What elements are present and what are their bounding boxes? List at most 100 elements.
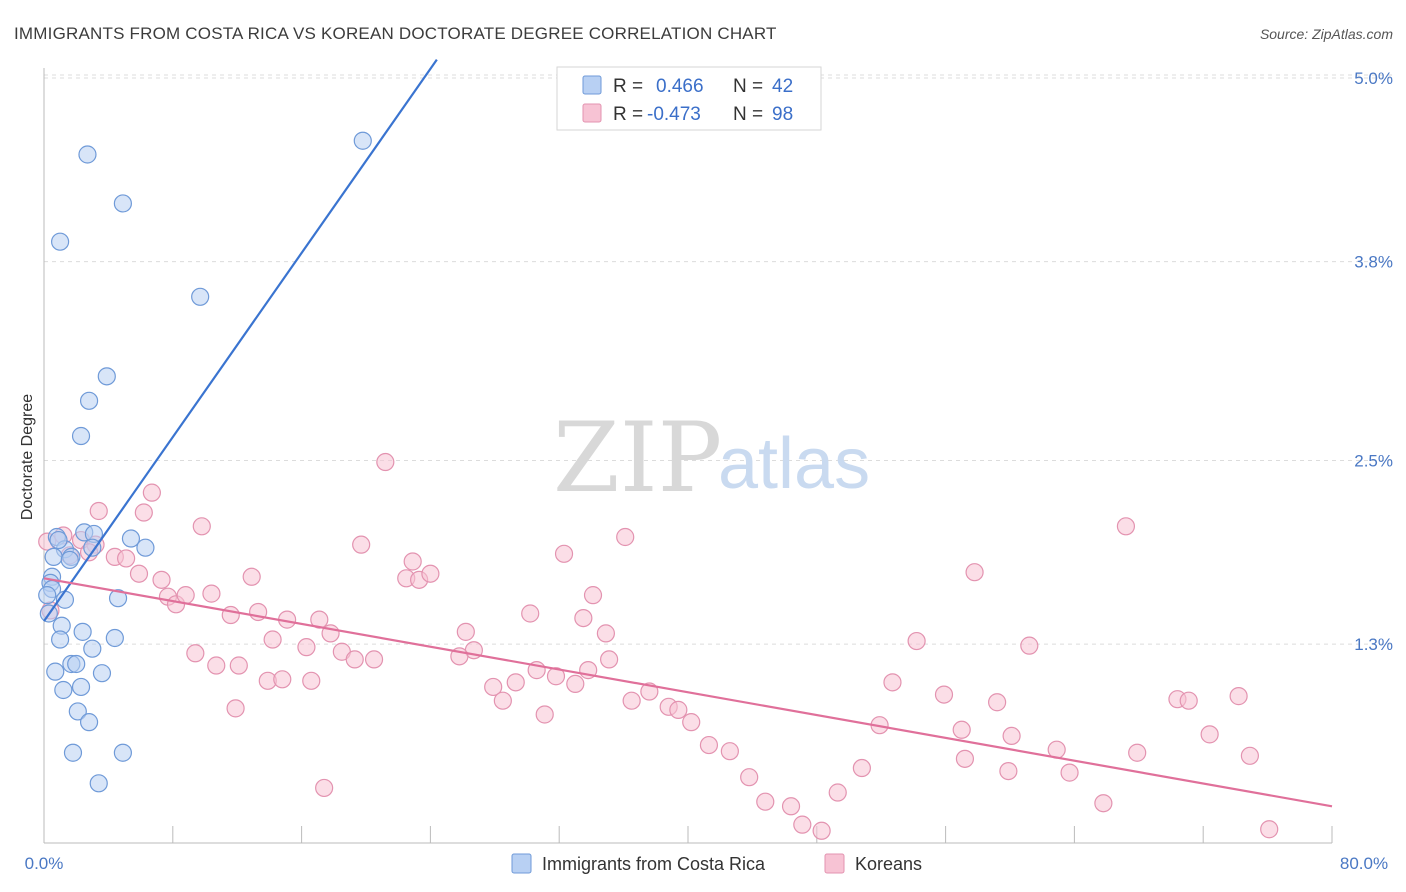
koreans-point-66 bbox=[828, 783, 847, 802]
koreans-point-47 bbox=[616, 527, 635, 547]
costa-rica-point-19 bbox=[108, 589, 128, 608]
koreans-point-80 bbox=[1116, 517, 1136, 536]
koreans-point-40 bbox=[506, 673, 525, 692]
gridlines bbox=[44, 74, 1392, 645]
costa-rica-point-5 bbox=[97, 367, 116, 386]
koreans-point-33 bbox=[403, 552, 422, 571]
costa-rica-point-40 bbox=[38, 586, 57, 605]
koreans-point-35 bbox=[421, 564, 440, 583]
correlation-legend: R = 0.466 N = 42 R = -0.473 N = 98 bbox=[556, 66, 822, 131]
koreans-point-74 bbox=[988, 693, 1007, 712]
koreans-point-29 bbox=[345, 650, 364, 669]
x-tick-max: 80.0% bbox=[1340, 854, 1388, 873]
koreans-point-46 bbox=[596, 624, 615, 643]
x-tick-min: 0.0% bbox=[25, 854, 64, 873]
legend-r-label-1: R = bbox=[613, 76, 643, 97]
costa-rica-point-1 bbox=[113, 194, 132, 213]
koreans-point-63 bbox=[781, 797, 801, 816]
koreans-point-76 bbox=[1020, 636, 1039, 655]
koreans-trend-line bbox=[43, 577, 1333, 808]
koreans-point-51 bbox=[521, 604, 540, 623]
costa-rica-point-38 bbox=[89, 774, 108, 793]
koreans-point-52 bbox=[493, 691, 512, 710]
koreans-point-45 bbox=[583, 586, 603, 605]
legend-r-label-2: R = bbox=[613, 104, 643, 125]
koreans-point-22 bbox=[263, 630, 282, 649]
costa-rica-trend-line bbox=[43, 59, 438, 622]
koreans-point-75 bbox=[1002, 726, 1021, 746]
costa-rica-point-3 bbox=[353, 131, 372, 150]
costa-rica-point-36 bbox=[63, 743, 83, 762]
koreans-point-87 bbox=[1240, 746, 1259, 765]
series-legend-swatch-costa-rica bbox=[511, 853, 532, 874]
costa-rica-point-7 bbox=[71, 426, 91, 446]
koreans-point-39 bbox=[484, 677, 503, 697]
koreans-point-62 bbox=[756, 792, 775, 811]
costa-rica-point-21 bbox=[121, 529, 141, 548]
watermark-atlas: atlas bbox=[718, 424, 870, 504]
koreans-point-72 bbox=[952, 720, 971, 739]
costa-rica-point-34 bbox=[68, 702, 87, 721]
series-legend-swatch-koreans bbox=[824, 853, 845, 874]
koreans-point-17 bbox=[192, 517, 211, 536]
koreans-point-85 bbox=[1229, 687, 1248, 706]
legend-n-label-2: N = bbox=[733, 104, 763, 125]
koreans-point-20 bbox=[242, 567, 261, 586]
costa-rica-point-0 bbox=[78, 145, 97, 164]
legend-swatch-koreans bbox=[582, 103, 602, 123]
koreans-point-67 bbox=[852, 758, 871, 778]
costa-rica-point-37 bbox=[113, 743, 132, 762]
costa-rica-point-25 bbox=[50, 630, 70, 649]
koreans-point-96 bbox=[229, 656, 248, 675]
y-axis-label: Doctorate Degree bbox=[19, 394, 36, 520]
koreans-point-83 bbox=[1179, 691, 1198, 710]
costa-rica-point-29 bbox=[67, 654, 86, 674]
koreans-point-31 bbox=[376, 452, 395, 472]
koreans-point-88 bbox=[999, 761, 1018, 781]
koreans-point-48 bbox=[566, 674, 585, 693]
koreans-point-93 bbox=[315, 778, 334, 798]
koreans-point-9 bbox=[117, 549, 136, 568]
koreans-point-94 bbox=[186, 644, 205, 663]
koreans-point-84 bbox=[1200, 725, 1219, 744]
series-legend-koreans: Koreans bbox=[855, 854, 922, 874]
koreans-point-36 bbox=[456, 622, 475, 641]
koreans-point-53 bbox=[600, 650, 619, 669]
costa-rica-point-30 bbox=[46, 662, 65, 681]
koreans-point-7 bbox=[89, 501, 108, 521]
costa-rica-point-2 bbox=[50, 232, 70, 251]
koreans-point-71 bbox=[934, 685, 954, 704]
koreans-point-30 bbox=[364, 650, 384, 669]
costa-rica-point-35 bbox=[79, 713, 99, 732]
koreans-point-10 bbox=[129, 564, 149, 583]
legend-n-label-1: N = bbox=[733, 76, 763, 97]
koreans-point-54 bbox=[622, 691, 641, 710]
series-legend: Immigrants from Costa Rica Koreans bbox=[511, 853, 922, 874]
y-tick-label-2: 3.8% bbox=[1354, 253, 1393, 272]
koreans-point-61 bbox=[740, 768, 759, 787]
koreans-point-16 bbox=[176, 586, 195, 605]
watermark-zip: ZIP bbox=[553, 402, 722, 514]
koreans-point-50 bbox=[535, 705, 554, 724]
costa-rica-point-22 bbox=[136, 538, 155, 557]
koreans-point-65 bbox=[812, 821, 831, 840]
costa-rica-point-6 bbox=[79, 391, 99, 410]
koreans-point-89 bbox=[955, 749, 975, 768]
chart-title: IMMIGRANTS FROM COSTA RICA VS KOREAN DOC… bbox=[14, 24, 777, 43]
costa-rica-point-27 bbox=[83, 639, 102, 658]
costa-rica-point-20 bbox=[83, 538, 102, 557]
koreans-point-19 bbox=[221, 605, 240, 625]
costa-rica-point-26 bbox=[105, 628, 124, 648]
costa-rica-point-31 bbox=[92, 664, 112, 683]
y-tick-label-1: 2.5% bbox=[1354, 452, 1393, 471]
y-tick-label-0: 1.3% bbox=[1354, 635, 1393, 654]
koreans-point-81 bbox=[1128, 743, 1147, 762]
y-tick-labels: 1.3% 2.5% 3.8% 5.0% bbox=[1354, 69, 1393, 654]
koreans-point-44 bbox=[574, 608, 593, 628]
koreans-point-11 bbox=[134, 503, 153, 522]
koreans-point-78 bbox=[1060, 763, 1079, 782]
koreans-point-12 bbox=[142, 483, 161, 502]
koreans-point-13 bbox=[152, 570, 171, 589]
koreans-point-28 bbox=[352, 535, 371, 554]
koreans-point-90 bbox=[226, 699, 245, 718]
